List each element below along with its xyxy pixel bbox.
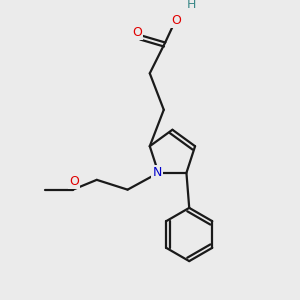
Text: H: H (187, 0, 196, 11)
Text: O: O (172, 14, 181, 27)
Text: N: N (152, 166, 162, 179)
Text: O: O (69, 175, 79, 188)
Text: O: O (132, 26, 142, 39)
